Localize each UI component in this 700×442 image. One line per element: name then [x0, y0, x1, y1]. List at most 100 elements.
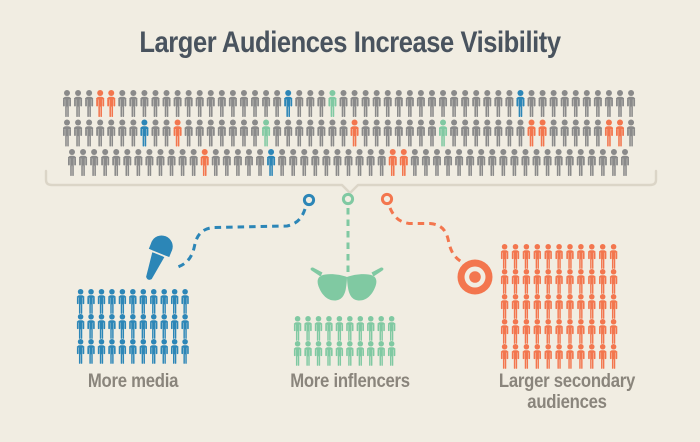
media-crowd: [76, 289, 189, 364]
person-icon: [76, 339, 85, 364]
person-icon: [118, 314, 127, 339]
person-icon: [544, 319, 552, 344]
person-icon: [333, 149, 342, 176]
person-icon: [566, 319, 574, 344]
person-icon: [533, 344, 541, 369]
person-icon: [181, 339, 189, 364]
person-icon: [510, 149, 519, 176]
person-icon: [239, 119, 248, 147]
person-icon: [85, 90, 94, 117]
person-icon: [538, 119, 547, 147]
person-icon: [488, 149, 497, 176]
person-icon: [262, 90, 271, 117]
person-icon: [598, 149, 607, 176]
person-icon: [195, 90, 204, 117]
media-pin-icon: [302, 193, 316, 207]
influencers-crowd: [293, 316, 396, 366]
person-icon: [151, 90, 160, 117]
person-icon: [129, 339, 137, 364]
person-icon: [593, 119, 602, 147]
person-icon: [314, 341, 323, 366]
person-icon: [571, 119, 580, 147]
person-icon: [63, 119, 71, 147]
person-icon: [350, 119, 359, 147]
person-icon: [311, 149, 320, 176]
person-icon: [522, 319, 531, 344]
person-icon: [427, 90, 436, 117]
person-icon: [544, 344, 552, 369]
person-icon: [284, 119, 293, 147]
person-icon: [74, 90, 83, 117]
person-icon: [350, 90, 359, 117]
person-icon: [511, 294, 520, 319]
person-icon: [76, 314, 85, 339]
person-icon: [599, 244, 607, 269]
person-icon: [571, 90, 580, 117]
person-icon: [335, 316, 344, 341]
person-icon: [96, 119, 105, 147]
person-icon: [533, 319, 541, 344]
person-icon: [511, 244, 520, 269]
person-icon: [511, 344, 520, 369]
person-icon: [477, 149, 486, 176]
person-icon: [87, 314, 95, 339]
person-icon: [439, 90, 448, 117]
person-icon: [76, 289, 85, 314]
person-icon: [511, 269, 520, 294]
person-icon: [450, 119, 459, 147]
person-icon: [160, 339, 168, 364]
person-icon: [170, 289, 179, 314]
person-icon: [251, 90, 260, 117]
person-icon: [532, 149, 541, 176]
person-icon: [432, 149, 441, 176]
person-icon: [609, 319, 618, 344]
person-icon: [544, 294, 552, 319]
person-icon: [206, 90, 215, 117]
person-icon: [178, 149, 187, 176]
person-icon: [577, 294, 585, 319]
person-icon: [566, 269, 574, 294]
person-icon: [387, 316, 396, 341]
person-icon: [228, 119, 237, 147]
person-icon: [394, 119, 403, 147]
sunglasses-icon: [310, 267, 384, 301]
person-icon: [410, 149, 419, 176]
person-icon: [129, 119, 138, 147]
person-icon: [140, 90, 149, 117]
influencers-label: More inflencers: [290, 371, 410, 392]
person-icon: [577, 269, 585, 294]
person-icon: [588, 269, 596, 294]
person-icon: [160, 289, 168, 314]
person-icon: [189, 149, 198, 176]
person-icon: [134, 149, 143, 176]
person-icon: [588, 344, 596, 369]
person-icon: [217, 119, 226, 147]
person-icon: [544, 244, 552, 269]
person-icon: [108, 289, 116, 314]
person-icon: [162, 90, 171, 117]
person-icon: [533, 294, 541, 319]
person-icon: [361, 119, 370, 147]
person-icon: [555, 344, 563, 369]
person-icon: [267, 149, 276, 176]
person-icon: [372, 90, 381, 117]
person-icon: [339, 119, 348, 147]
person-icon: [356, 341, 364, 366]
person-icon: [90, 149, 99, 176]
person-icon: [162, 119, 171, 147]
person-icon: [383, 90, 392, 117]
secondary-crowd: [500, 244, 618, 369]
media-connector: [177, 193, 316, 269]
person-icon: [63, 90, 71, 117]
person-icon: [627, 90, 636, 117]
person-icon: [500, 244, 509, 269]
person-icon: [466, 149, 475, 176]
media-dashed-line: [177, 208, 307, 269]
person-icon: [521, 149, 530, 176]
target-icon: [457, 259, 493, 295]
person-icon: [527, 119, 536, 147]
person-icon: [500, 294, 509, 319]
person-icon: [87, 339, 95, 364]
person-icon: [355, 149, 364, 176]
person-icon: [372, 119, 381, 147]
